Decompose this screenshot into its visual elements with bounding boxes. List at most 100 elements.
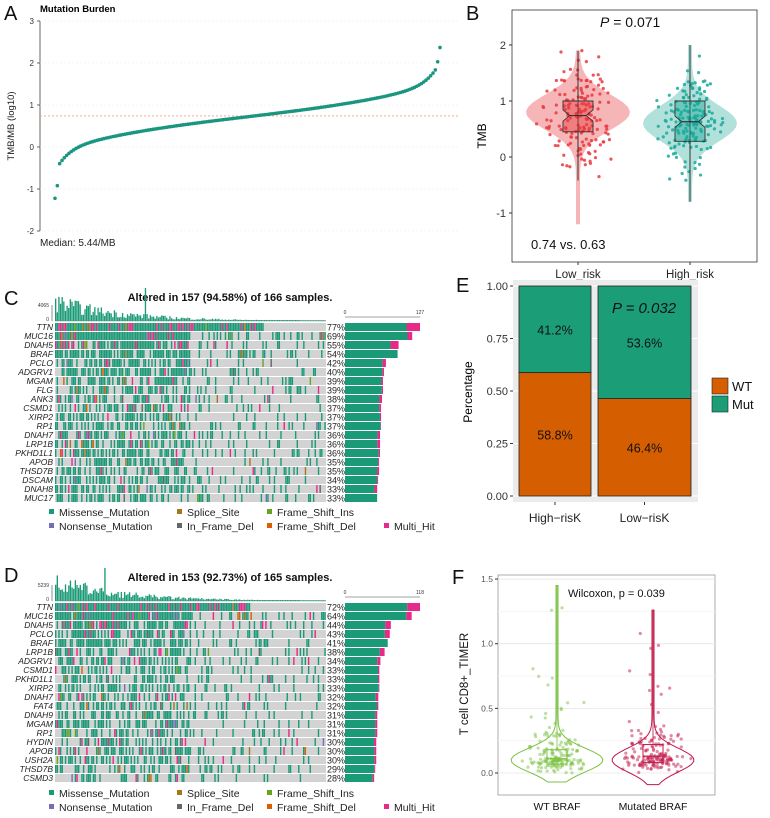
- mutation-cell: [200, 323, 202, 331]
- gene-count-bar: [345, 774, 373, 782]
- mutation-cell: [301, 368, 303, 376]
- mutation-cell: [130, 332, 132, 340]
- mutation-cell: [185, 431, 187, 439]
- mutation-cell: [123, 467, 125, 475]
- mutation-cell: [324, 422, 326, 430]
- mutation-cell: [255, 368, 258, 376]
- mutation-cell: [224, 476, 227, 484]
- mutation-cell: [69, 476, 72, 484]
- mutation-cell: [322, 684, 325, 692]
- data-point: [675, 754, 679, 759]
- mutation-cell: [76, 323, 78, 331]
- mutation-cell: [171, 675, 174, 683]
- mutation-cell: [99, 612, 101, 620]
- mutation-cell: [139, 413, 142, 421]
- mutation-cell: [56, 386, 59, 394]
- mutation-cell: [68, 684, 70, 692]
- data-point: [561, 746, 565, 750]
- tmb-bar: [293, 600, 295, 601]
- mutation-cell: [123, 720, 126, 728]
- mutation-cell: [66, 648, 68, 656]
- mutation-cell: [125, 729, 128, 737]
- y-tick-label: 3: [30, 17, 35, 26]
- mutation-cell: [208, 404, 210, 412]
- mutation-cell: [118, 485, 121, 493]
- mutation-cell: [82, 332, 85, 340]
- tmb-bar: [278, 320, 280, 321]
- mutation-cell: [169, 422, 171, 430]
- mutation-cell: [95, 332, 98, 340]
- data-point: [645, 757, 650, 761]
- mutation-cell: [156, 630, 159, 638]
- data-point: [666, 748, 670, 752]
- mutation-cell: [319, 693, 321, 701]
- mutation-cell: [107, 350, 109, 358]
- tmb-bar: [178, 596, 180, 601]
- tmb-bar: [196, 598, 198, 601]
- mutation-cell: [95, 323, 98, 331]
- mutation-cell: [99, 323, 101, 331]
- tmb-bar: [77, 587, 80, 601]
- mutation-cell: [79, 332, 81, 340]
- data-point: [548, 133, 552, 137]
- legend-label: Frame_Shift_Ins: [277, 788, 354, 800]
- mutation-cell: [144, 458, 147, 466]
- mutation-cell: [168, 612, 170, 620]
- mutation-cell: [294, 693, 297, 701]
- mutation-cell: [186, 621, 188, 629]
- mutation-cell: [110, 368, 112, 376]
- mutation-cell: [173, 765, 175, 773]
- mutation-cell: [58, 612, 60, 620]
- mutation-cell: [133, 675, 136, 683]
- mutation-cell: [143, 774, 146, 782]
- mutation-cell: [112, 639, 114, 647]
- data-point: [604, 124, 608, 128]
- mutation-cell: [110, 467, 112, 475]
- tmb-bar: [227, 598, 229, 601]
- mutation-cell: [244, 431, 246, 439]
- gene-label: RP1: [36, 728, 53, 738]
- mutation-cell: [164, 458, 166, 466]
- mutation-cell: [58, 431, 60, 439]
- mutation-cell: [125, 368, 127, 376]
- mutation-cell: [229, 449, 232, 457]
- tmb-bar: [167, 319, 169, 321]
- mutation-cell: [130, 765, 132, 773]
- mutation-cell: [120, 485, 122, 493]
- tmb-bar: [248, 600, 251, 601]
- mutation-cell: [237, 666, 239, 674]
- mutation-cell: [229, 639, 231, 647]
- mutation-cell: [186, 639, 188, 647]
- mutation-cell: [177, 323, 179, 331]
- mutation-cell: [115, 431, 117, 439]
- mutation-cell: [68, 359, 70, 367]
- data-point: [536, 769, 540, 773]
- mutation-cell: [285, 476, 287, 484]
- tmb-bar: [201, 598, 203, 601]
- oncoplot-row: MUC16 69%: [24, 331, 413, 342]
- mutation-cell: [174, 422, 176, 430]
- gene-label: DNAH5: [24, 620, 53, 630]
- mutation-cell: [303, 747, 305, 755]
- mutation-cell: [56, 467, 59, 475]
- tmb-bar: [77, 301, 80, 321]
- mutation-cell: [240, 747, 242, 755]
- tmb-bar: [97, 307, 99, 321]
- mutation-cell: [316, 485, 318, 493]
- mutation-cell: [82, 693, 85, 701]
- mutation-cell: [69, 467, 72, 475]
- mutation-cell: [100, 494, 103, 502]
- mutation-cell: [107, 675, 109, 683]
- mutation-cell: [115, 648, 118, 656]
- mutation-cell: [168, 720, 170, 728]
- mutation-cell: [262, 323, 264, 331]
- data-point: [684, 178, 688, 182]
- mutation-cell: [286, 476, 289, 484]
- mutation-cell: [123, 657, 126, 665]
- tmb-bar: [283, 320, 285, 321]
- mutation-cell: [263, 350, 266, 358]
- y-tick-label: 0.25: [487, 439, 508, 451]
- mutation-cell: [182, 350, 184, 358]
- mutation-cell: [229, 603, 231, 611]
- mutation-cell: [243, 603, 246, 611]
